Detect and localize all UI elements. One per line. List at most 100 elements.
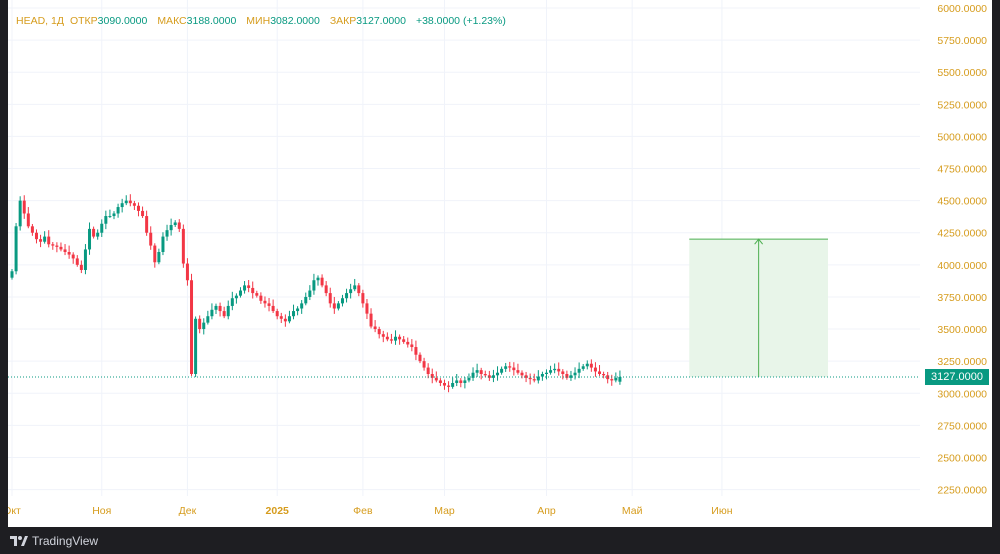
chart-canvas[interactable]: 2250.0000 2500.0000 2750.0000 3000.0000 3250…	[8, 0, 992, 527]
y-tick-label: 4750.0000	[937, 164, 987, 176]
candle-body	[243, 285, 247, 291]
candle-body	[557, 368, 561, 372]
candle-body	[577, 368, 581, 373]
candle-body	[349, 289, 353, 294]
x-tick-label: Мар	[434, 505, 455, 517]
candle-body	[214, 305, 218, 310]
candle-body	[324, 285, 328, 294]
close-label: ЗАКР	[329, 15, 357, 27]
candle-body	[549, 370, 553, 373]
candle-body	[426, 367, 430, 374]
x-tick-label: Дек	[179, 505, 197, 517]
candle-body	[83, 249, 87, 270]
candle-body	[30, 226, 34, 233]
candle-body	[300, 303, 304, 309]
candle-body	[455, 380, 459, 383]
candle-body	[296, 308, 300, 312]
y-tick-label: 5750.0000	[937, 35, 987, 47]
candle-body	[247, 285, 251, 288]
candle-body	[128, 200, 132, 204]
tradingview-brand: TradingView	[32, 533, 99, 548]
candle-body	[496, 372, 500, 376]
y-tick-label: 2500.0000	[937, 452, 987, 464]
y-tick-label: 4250.0000	[937, 228, 987, 240]
candle-body	[283, 318, 287, 322]
candle-body	[251, 287, 255, 294]
low-label: МИН	[246, 15, 271, 27]
candle-body	[475, 370, 479, 373]
candle-body	[438, 380, 442, 383]
candle-body	[22, 200, 26, 214]
candle-body	[487, 375, 491, 378]
y-tick-label: 5250.0000	[937, 99, 987, 111]
y-tick-label: 3000.0000	[937, 388, 987, 400]
candle-body	[124, 200, 128, 204]
candle-body	[422, 361, 426, 368]
candle-body	[181, 228, 185, 264]
y-tick-label: 2750.0000	[937, 420, 987, 432]
candle-body	[614, 377, 618, 381]
time-axis[interactable]: Окт Ноя Дек 2025 Фев Мар Апр Май Июн	[8, 505, 733, 517]
candle-body	[385, 336, 389, 340]
candle-body	[100, 223, 104, 233]
target-zone[interactable]	[689, 238, 828, 377]
candle-body	[55, 245, 59, 247]
candle-body	[96, 232, 100, 237]
candle-body	[606, 375, 610, 380]
candle-body	[406, 341, 410, 345]
candle-body	[345, 293, 349, 299]
candle-body	[512, 367, 516, 371]
candle-body	[447, 385, 451, 387]
y-tick-label: 2250.0000	[937, 485, 987, 497]
candle-body	[353, 285, 357, 290]
candle-body	[304, 296, 308, 304]
candle-body	[544, 372, 548, 374]
tradingview-logo[interactable]: TradingView	[10, 534, 98, 548]
candle-body	[434, 377, 438, 381]
candle-body	[573, 372, 577, 376]
candle-body	[598, 371, 602, 374]
candle-body	[59, 246, 63, 250]
ohlc-legend: HEAD, 1Д ОТКР3090.0000 МАКС3188.0000 МИН…	[16, 15, 506, 27]
candle-body	[202, 322, 206, 330]
candle-body	[442, 382, 446, 386]
candle-body	[369, 313, 373, 327]
low-value: 3082.0000	[270, 15, 320, 27]
candle-body	[410, 344, 414, 348]
candle-body	[157, 252, 161, 263]
chart-frame[interactable]: 2250.0000 2500.0000 2750.0000 3000.0000 3250…	[8, 0, 992, 527]
x-tick-label: Окт	[8, 505, 21, 517]
candle-body	[47, 236, 51, 245]
candle-body	[79, 264, 83, 270]
candle-body	[292, 311, 296, 317]
symbol-label[interactable]: HEAD, 1Д	[16, 15, 64, 27]
y-tick-label: 3500.0000	[937, 324, 987, 336]
candle-body	[540, 374, 544, 377]
y-tick-label: 3250.0000	[937, 356, 987, 368]
candle-body	[402, 339, 406, 342]
candle-body	[173, 222, 177, 226]
candle-body	[120, 203, 124, 208]
candle-body	[569, 375, 573, 378]
price-axis[interactable]: 2250.0000 2500.0000 2750.0000 3000.0000 3250…	[937, 3, 987, 497]
x-tick-label: Фев	[353, 505, 373, 517]
candle-body	[190, 280, 194, 374]
candle-body	[451, 382, 455, 387]
candle-body	[618, 376, 622, 382]
candle-body	[316, 277, 320, 281]
footer-bar: TradingView	[0, 527, 1000, 554]
candle-body	[238, 290, 242, 296]
candle-body	[373, 326, 377, 330]
candle-body	[467, 377, 471, 381]
last-price-tag: 3127.0000	[925, 368, 989, 385]
x-tick-label: Май	[622, 505, 643, 517]
candle-body	[508, 366, 512, 368]
candle-body	[336, 303, 340, 309]
candle-body	[116, 207, 120, 214]
candle-body	[51, 244, 55, 246]
candle-body	[43, 236, 47, 242]
candle-body	[357, 285, 361, 294]
y-tick-label: 5500.0000	[937, 67, 987, 79]
candle-body	[198, 318, 202, 330]
y-tick-label: 3750.0000	[937, 292, 987, 304]
